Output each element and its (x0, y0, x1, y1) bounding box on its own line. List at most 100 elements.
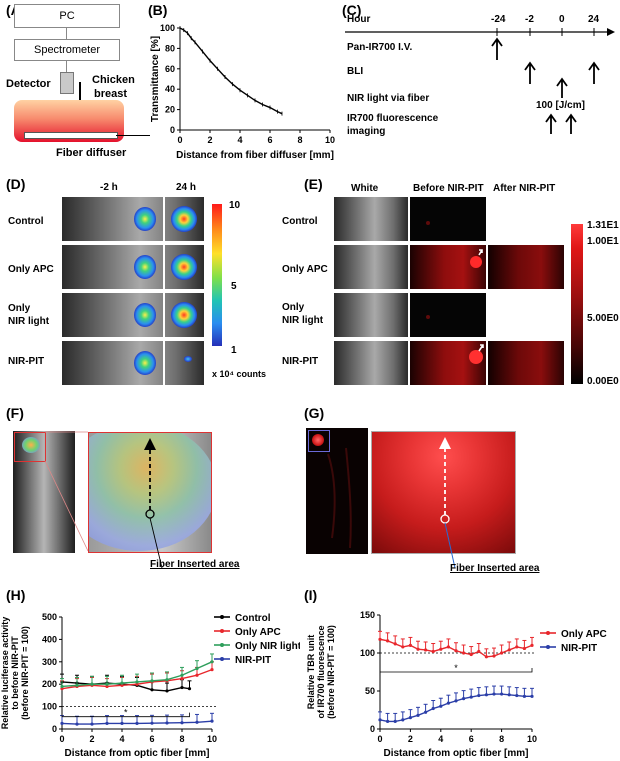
y-tick-label: 100 (42, 702, 57, 712)
bli-signal-overlay (134, 206, 197, 375)
tumor-signal (22, 437, 40, 453)
pc-label: PC (59, 10, 75, 22)
significance-bracket (61, 712, 190, 718)
connector-line (66, 27, 67, 39)
data-point (105, 682, 109, 686)
data-point (454, 649, 458, 653)
breast-label: breast (94, 88, 128, 100)
y-tick-label: 100 (360, 648, 375, 658)
tick-label: 0 (559, 14, 565, 25)
data-point (120, 681, 124, 685)
data-point (75, 722, 79, 726)
colorbar-label: 10 (229, 200, 241, 211)
timeline-row-label: Pan-IR700 I.V. (347, 42, 413, 53)
x-tick-label: 10 (207, 734, 217, 744)
timeline-row-label: imaging (347, 126, 386, 137)
data-point (195, 720, 199, 724)
data-point (120, 721, 124, 725)
data-point (386, 719, 390, 723)
data-point (150, 721, 154, 725)
fiber-path-overlay (144, 438, 163, 569)
y-axis-title: (before NIR-PIT = 100) (20, 626, 30, 720)
data-point (500, 651, 504, 655)
data-point (416, 647, 420, 651)
data-point (386, 639, 390, 643)
data-point (469, 652, 473, 657)
tick-label: -24 (491, 14, 506, 25)
significance-label: * (454, 663, 458, 673)
x-tick-label: 6 (267, 135, 272, 145)
legend-marker (546, 645, 550, 649)
tick-label: 24 (588, 14, 600, 25)
y-axis-title: Relative TBR unit (306, 635, 316, 710)
legend-label: Control (235, 613, 271, 624)
connector-line (66, 60, 67, 72)
legend-marker (220, 643, 224, 647)
fluorescence-colorbar (571, 224, 583, 384)
data-point (60, 721, 64, 725)
fiber-path-overlay (439, 437, 456, 569)
y-tick-label: 300 (42, 657, 57, 667)
data-point (401, 718, 405, 722)
y-axis-title: (before NIR-PIT = 100) (326, 625, 336, 719)
panel-label-c: (C) (342, 2, 362, 18)
row-label: Only APC (282, 264, 328, 275)
data-point (120, 683, 124, 687)
panel-label-d: (D) (6, 176, 26, 192)
y-axis-title: to before NIR-PIT (10, 636, 20, 710)
data-point (165, 689, 169, 693)
data-point (492, 692, 496, 696)
y-tick-label: 0 (170, 125, 175, 135)
legend-marker (220, 615, 224, 619)
detector-probe (60, 72, 74, 94)
data-point (187, 687, 192, 691)
fluorescence-image (410, 197, 486, 241)
column-header: White (351, 183, 379, 194)
row-label: NIR-PIT (282, 356, 319, 367)
x-tick-label: 2 (89, 734, 94, 744)
zoom-box (14, 432, 46, 462)
colorbar-label: 0.00E0 (587, 376, 619, 387)
y-tick-label: 200 (42, 679, 57, 689)
data-point (416, 713, 420, 717)
data-point (150, 688, 154, 692)
data-point (180, 673, 184, 677)
y-tick-label: 150 (360, 610, 375, 620)
column-header: Before NIR-PIT (413, 183, 484, 194)
data-point (530, 694, 534, 698)
y-axis-title: Relative luciferase activity (0, 617, 10, 730)
colorbar-label: 1.31E1 (587, 220, 619, 231)
data-point (408, 643, 412, 647)
x-tick-label: 2 (207, 135, 212, 145)
x-tick-label: 10 (325, 135, 335, 145)
data-point (424, 648, 428, 652)
column-header: 24 h (176, 182, 197, 193)
legend-marker (220, 657, 224, 661)
data-point (500, 692, 504, 696)
data-point (180, 677, 184, 681)
data-point (165, 678, 169, 682)
spectrometer-box: Spectrometer (14, 39, 120, 61)
hour-label: Hour (347, 14, 371, 25)
data-point (515, 645, 519, 649)
x-tick-label: 4 (438, 734, 443, 744)
x-tick-label: 6 (469, 734, 474, 744)
y-tick-label: 20 (165, 105, 175, 115)
white-light-image (334, 293, 408, 337)
x-tick-label: 0 (177, 135, 182, 145)
data-point (210, 660, 214, 664)
x-tick-label: 8 (297, 135, 302, 145)
chicken-label: Chicken (92, 74, 135, 86)
data-point (477, 693, 481, 698)
data-point (454, 699, 458, 703)
data-point (446, 701, 450, 705)
zoom-box (308, 430, 330, 452)
data-point (195, 666, 199, 671)
x-tick-label: 4 (119, 734, 124, 744)
data-point (105, 721, 109, 725)
detector-label: Detector (6, 78, 51, 90)
fiber-area-caption: Fiber Inserted area (450, 563, 540, 574)
x-tick-label: 0 (59, 734, 64, 744)
white-light-image (334, 245, 408, 289)
